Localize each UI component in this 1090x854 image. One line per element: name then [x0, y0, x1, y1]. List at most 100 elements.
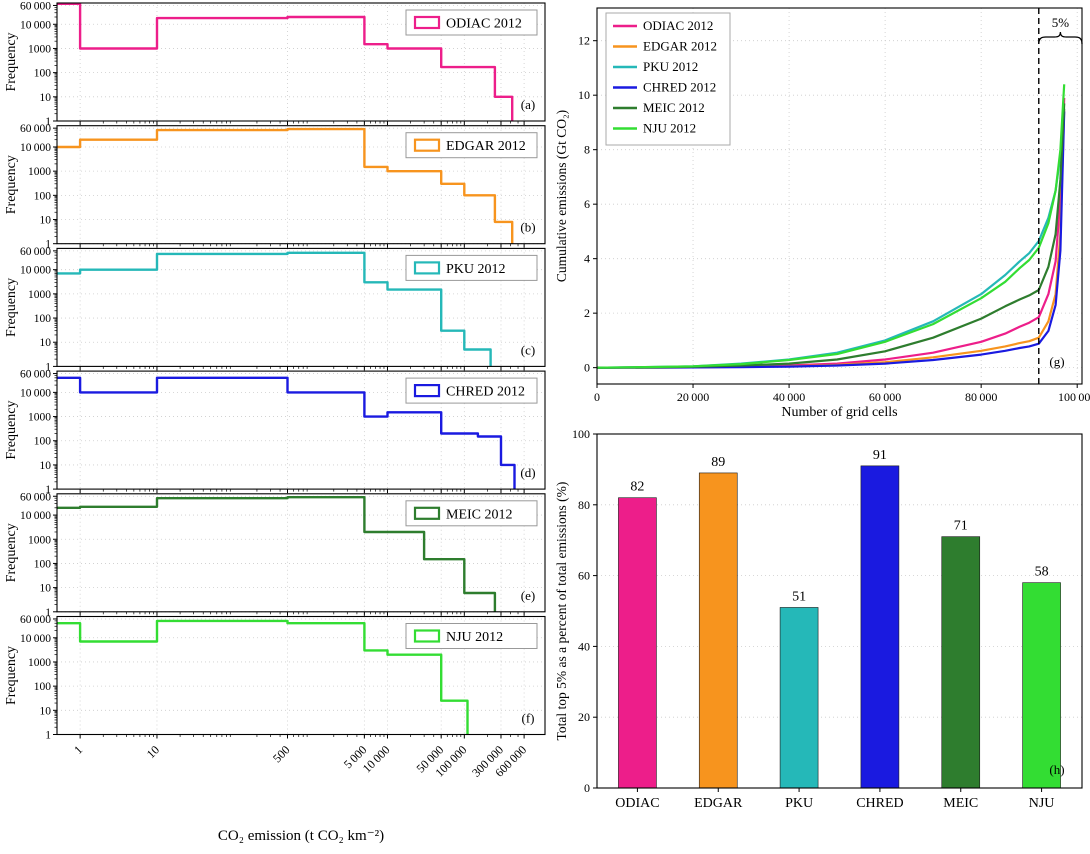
y-axis-label: Frequency [4, 523, 19, 582]
legend-swatch [413, 138, 441, 152]
bar-value-label: 82 [630, 480, 644, 495]
panel-letter: (g) [1049, 354, 1064, 369]
y-tick-label: 1 [45, 730, 51, 742]
histogram-line [57, 619, 469, 735]
bar-value-label: 71 [954, 519, 968, 534]
top-5pct-brace [1038, 31, 1083, 45]
panel-c: 1 10 100 1000 10 000 60 000 PKU 2012 (c) Frequen… [4, 246, 546, 373]
y-tick-label: 1000 [28, 412, 51, 424]
x-tick-label: 60 000 [869, 390, 901, 404]
bar-value-label: 91 [873, 448, 887, 463]
y-axis-label: Frequency [4, 646, 19, 705]
legend-label: MEIC 2012 [643, 100, 705, 115]
y-tick-label: 1 [45, 361, 51, 373]
legend-swatch [413, 384, 441, 398]
series-line-NJU-2012 [596, 84, 1066, 369]
y-tick-label: 1000 [28, 43, 51, 55]
panel-b: 1 10 100 1000 10 000 60 000 EDGAR 2012 (b) Frequ… [4, 123, 546, 251]
panel-border [56, 2, 546, 122]
legend-label: PKU 2012 [643, 59, 698, 74]
bar-ODIAC [618, 497, 657, 789]
legend-swatch [413, 629, 441, 643]
x-tick-label: NJU [1029, 796, 1055, 811]
legend-label: CHRED 2012 [446, 385, 525, 400]
y-tick-label: 6 [584, 197, 590, 211]
y-tick-label: 60 000 [20, 614, 51, 626]
legend-label: PKU 2012 [446, 262, 506, 277]
panel-letter: (f) [522, 711, 535, 726]
x-axis-title: CO₂ emission (t CO₂ km⁻²) [218, 828, 384, 844]
panel-d: 1 10 100 1000 10 000 60 000 CHRED 2012 (d) Frequ… [4, 369, 546, 496]
panel-border [56, 615, 546, 736]
y-tick-label: 100 [34, 68, 52, 80]
panel-letter: (a) [521, 97, 535, 112]
legend-swatch [413, 261, 441, 275]
panel-border [56, 493, 546, 613]
legend-swatch [413, 15, 441, 30]
y-axis-label: Cumulative emissions (Gt CO₂) [554, 110, 569, 282]
y-tick-label: 10 [40, 460, 52, 472]
x-tick-label: MEIC [943, 796, 978, 811]
legend-box [405, 500, 538, 527]
legend-box [405, 254, 538, 281]
bar-MEIC [941, 536, 981, 789]
y-tick-label: 10 [40, 583, 52, 595]
y-tick-label: 10 [40, 337, 52, 349]
x-tick-label: PKU [785, 796, 813, 811]
y-tick-label: 1000 [28, 166, 51, 178]
y-tick-label: 1000 [28, 289, 51, 301]
legend-label: EDGAR 2012 [643, 39, 717, 54]
x-tick-label: 0 [594, 390, 600, 404]
panel-border [56, 125, 546, 245]
y-tick-label: 10 [40, 215, 52, 227]
panel-h: 82 ODIAC 89 EDGAR 51 PKU 91 CHRED 71 MEIC 58 NJU 0 20… [554, 427, 1083, 811]
legend-box [605, 12, 731, 146]
panel-f: 1 10 100 1000 10 000 60 000 NJU 2012 (f) Frequen… [4, 614, 546, 742]
legend-swatch [413, 506, 441, 520]
y-tick-label: 20 [578, 710, 590, 724]
panel-letter: (d) [520, 465, 535, 480]
y-tick-label: 2 [584, 306, 590, 320]
bar-value-label: 58 [1035, 565, 1049, 580]
legend-box [405, 9, 538, 36]
y-axis-label: Frequency [4, 32, 19, 91]
x-tick-label: CHRED [856, 796, 903, 811]
bar-value-label: 89 [711, 455, 725, 470]
y-axis-label: Total top 5% as a percent of total emiss… [554, 482, 569, 741]
x-tick-label: 40 000 [773, 390, 805, 404]
y-tick-label: 60 000 [20, 369, 51, 381]
histogram-line [57, 251, 492, 367]
y-tick-label: 1000 [28, 534, 51, 546]
y-tick-label: 12 [578, 34, 590, 48]
y-axis-label: Frequency [4, 401, 19, 460]
x-tick-label: ODIAC [615, 796, 659, 811]
y-tick-label: 1 [45, 239, 51, 251]
panel-border [596, 433, 1083, 789]
histogram-line [57, 127, 514, 244]
x-tick-label: EDGAR [694, 796, 743, 811]
legend-label: ODIAC 2012 [446, 17, 522, 32]
panel-border [56, 370, 546, 490]
x-tick-label: 80 000 [965, 390, 997, 404]
y-tick-label: 100 [34, 190, 52, 202]
panel-border [596, 7, 1083, 385]
y-tick-label: 1 [45, 484, 51, 496]
panel-border [56, 247, 546, 367]
x-tick-label: 100 000 [1058, 390, 1090, 404]
bar-NJU [1022, 582, 1061, 789]
x-tick-label: 20 000 [677, 390, 709, 404]
bar-value-label: 51 [792, 589, 806, 604]
panel-letter: (e) [521, 588, 535, 603]
histogram-line [57, 2, 514, 121]
y-tick-label: 10 [40, 92, 52, 104]
y-tick-label: 8 [584, 143, 590, 157]
y-tick-label: 10 000 [20, 142, 51, 154]
y-tick-label: 1 [45, 116, 51, 128]
bar-PKU [779, 607, 819, 789]
y-tick-label: 100 [34, 436, 52, 448]
y-tick-label: 10 000 [20, 387, 51, 399]
top-5pct-annotation: 5% [1052, 15, 1070, 30]
y-tick-label: 60 000 [20, 0, 51, 12]
